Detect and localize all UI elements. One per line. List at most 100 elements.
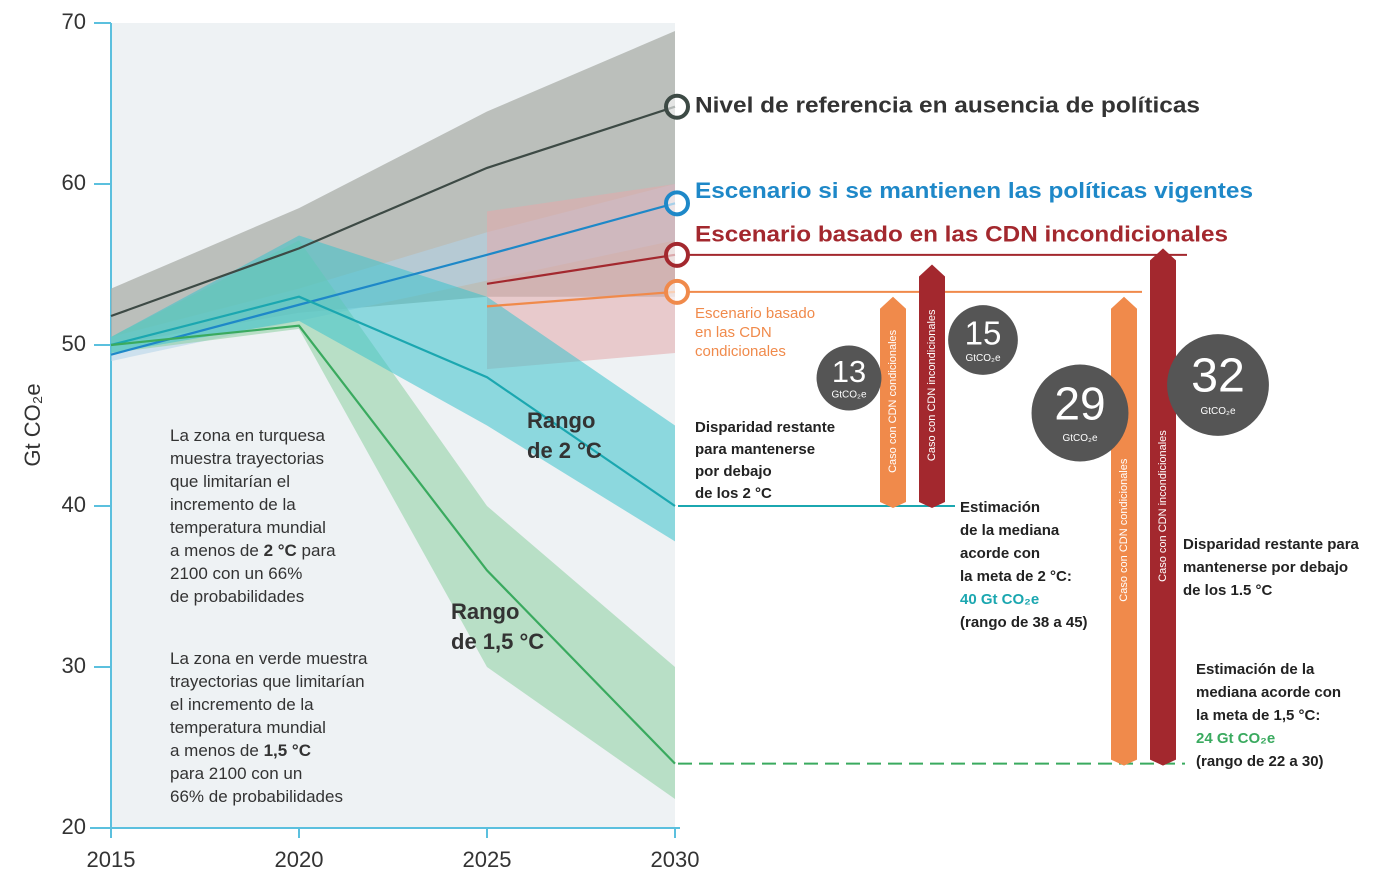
gap-bar-label: Caso con CDN incondicionales xyxy=(926,309,938,461)
band xyxy=(111,240,675,800)
text-span: por debajo xyxy=(695,463,772,480)
gap-circle xyxy=(1031,364,1129,462)
annotation-line: mantenerse por debajo xyxy=(1183,559,1348,576)
annotation-line: de los 1.5 °C xyxy=(1183,582,1273,599)
annotation-line: Rango xyxy=(451,599,519,624)
annotation-line: que limitarían el xyxy=(170,472,290,491)
annotation-line: el incremento de la xyxy=(170,695,314,714)
target-range: (rango de 38 a 45) xyxy=(960,614,1088,631)
series-line xyxy=(486,253,676,285)
series-line xyxy=(110,105,676,318)
text-span: para xyxy=(297,541,336,560)
gap-unit: GtCO₂e xyxy=(1201,406,1236,417)
text-span: a menos de xyxy=(170,741,264,760)
target-value-label: 40 Gt CO₂e xyxy=(960,591,1039,608)
gap-bar xyxy=(919,264,945,508)
gap-circle xyxy=(816,345,882,411)
text-span: a menos de xyxy=(170,541,264,560)
text-span: Disparidad restante para xyxy=(1183,536,1360,553)
text-span: temperatura mundial xyxy=(170,718,326,737)
text-span: para mantenerse xyxy=(695,441,815,458)
text-span: para 2100 con un xyxy=(170,764,302,783)
annotation-line: Rango xyxy=(527,408,595,433)
y-tick-label: 50 xyxy=(62,331,86,356)
text-span: de los 2 °C xyxy=(695,485,772,502)
text-span: 2100 con un 66% xyxy=(170,564,302,583)
y-tick-label: 60 xyxy=(62,170,86,195)
annotation-line: temperatura mundial xyxy=(170,518,326,537)
text-span: que limitarían el xyxy=(170,472,290,491)
gap-circle xyxy=(948,305,1018,375)
text-span: muestra trayectorias xyxy=(170,449,324,468)
legend-marker xyxy=(664,241,690,268)
band xyxy=(487,184,675,370)
gap-bar-label: Caso con CDN condicionales xyxy=(887,329,899,473)
series-line xyxy=(110,295,676,507)
annotation-line: 2100 con un 66% xyxy=(170,564,302,583)
text-span: 2 °C xyxy=(264,541,297,560)
y-tick-label: 70 xyxy=(62,9,86,34)
annotation-line: de probabilidades xyxy=(170,587,304,606)
legend-label: Nivel de referencia en ausencia de polít… xyxy=(695,93,1200,118)
annotation-line: Estimación xyxy=(960,499,1040,516)
y-axis-label: Gt CO₂e xyxy=(20,383,45,466)
gap-bar-label: Caso con CDN incondicionales xyxy=(1157,430,1169,582)
gap-value: 32 xyxy=(1191,349,1245,403)
annotation-line: muestra trayectorias xyxy=(170,449,324,468)
series-line xyxy=(110,324,676,765)
annotation-line: para 2100 con un xyxy=(170,764,302,783)
annotation-line: temperatura mundial xyxy=(170,718,326,737)
legend-marker xyxy=(664,190,690,217)
legend-label: Escenario basado en las CDN incondiciona… xyxy=(695,222,1228,247)
series-line xyxy=(110,202,676,356)
legend-label: Escenario basado en las CDN condicionale… xyxy=(695,305,816,360)
series-line xyxy=(486,290,676,308)
annotation-line: trayectorias que limitarían xyxy=(170,672,365,691)
gap-bar xyxy=(880,296,906,508)
text-span: de 1,5 °C xyxy=(451,629,544,654)
annotation-line: Disparidad restante para xyxy=(1183,536,1360,553)
y-tick-label: 20 xyxy=(62,814,86,839)
gap-unit: GtCO₂e xyxy=(966,353,1001,364)
annotation-line: La zona en turquesa xyxy=(170,426,326,445)
text-span: de probabilidades xyxy=(170,587,304,606)
legend-label: Escenario si se mantienen las políticas … xyxy=(695,178,1253,203)
text-span: de 2 °C xyxy=(527,438,602,463)
legend-marker xyxy=(664,93,690,120)
annotation-line: La zona en verde muestra xyxy=(170,649,368,668)
x-tick-label: 2025 xyxy=(463,847,512,872)
text-span: Disparidad restante xyxy=(695,419,835,436)
text-span: mantenerse por debajo xyxy=(1183,559,1348,576)
annotation-line: a menos de 1,5 °C xyxy=(170,741,311,760)
text-span: La zona en verde muestra xyxy=(170,649,368,668)
gap-circle xyxy=(1167,334,1269,436)
gap-value: 15 xyxy=(965,316,1002,353)
legend-marker xyxy=(664,278,690,305)
text-span: Rango xyxy=(451,599,519,624)
annotation-line: mediana acorde con xyxy=(1196,684,1341,701)
text-span: 66% de probabilidades xyxy=(170,787,343,806)
target-range: (rango de 22 a 30) xyxy=(1196,753,1324,770)
annotation-line: acorde con xyxy=(960,545,1040,562)
gap-unit: GtCO₂e xyxy=(1063,433,1098,444)
band xyxy=(111,235,675,542)
text-span: 1,5 °C xyxy=(264,741,311,760)
x-tick-label: 2015 xyxy=(87,847,136,872)
text-span: Rango xyxy=(527,408,595,433)
y-tick-label: 40 xyxy=(62,492,86,517)
annotation-line: de 1,5 °C xyxy=(451,629,544,654)
annotation-line: la meta de 2 °C: xyxy=(960,568,1072,585)
annotation-line: a menos de 2 °C para xyxy=(170,541,336,560)
annotation-line: de la mediana xyxy=(960,522,1060,539)
text-span: La zona en turquesa xyxy=(170,426,326,445)
annotation-line: para mantenerse xyxy=(695,441,815,458)
y-tick-label: 30 xyxy=(62,653,86,678)
x-tick-label: 2020 xyxy=(275,847,324,872)
gap-value: 29 xyxy=(1054,377,1105,429)
target-value-label: 24 Gt CO₂e xyxy=(1196,730,1275,747)
gap-unit: GtCO₂e xyxy=(832,390,867,401)
annotation-line: Estimación de la xyxy=(1196,661,1315,678)
x-tick-label: 2030 xyxy=(651,847,700,872)
